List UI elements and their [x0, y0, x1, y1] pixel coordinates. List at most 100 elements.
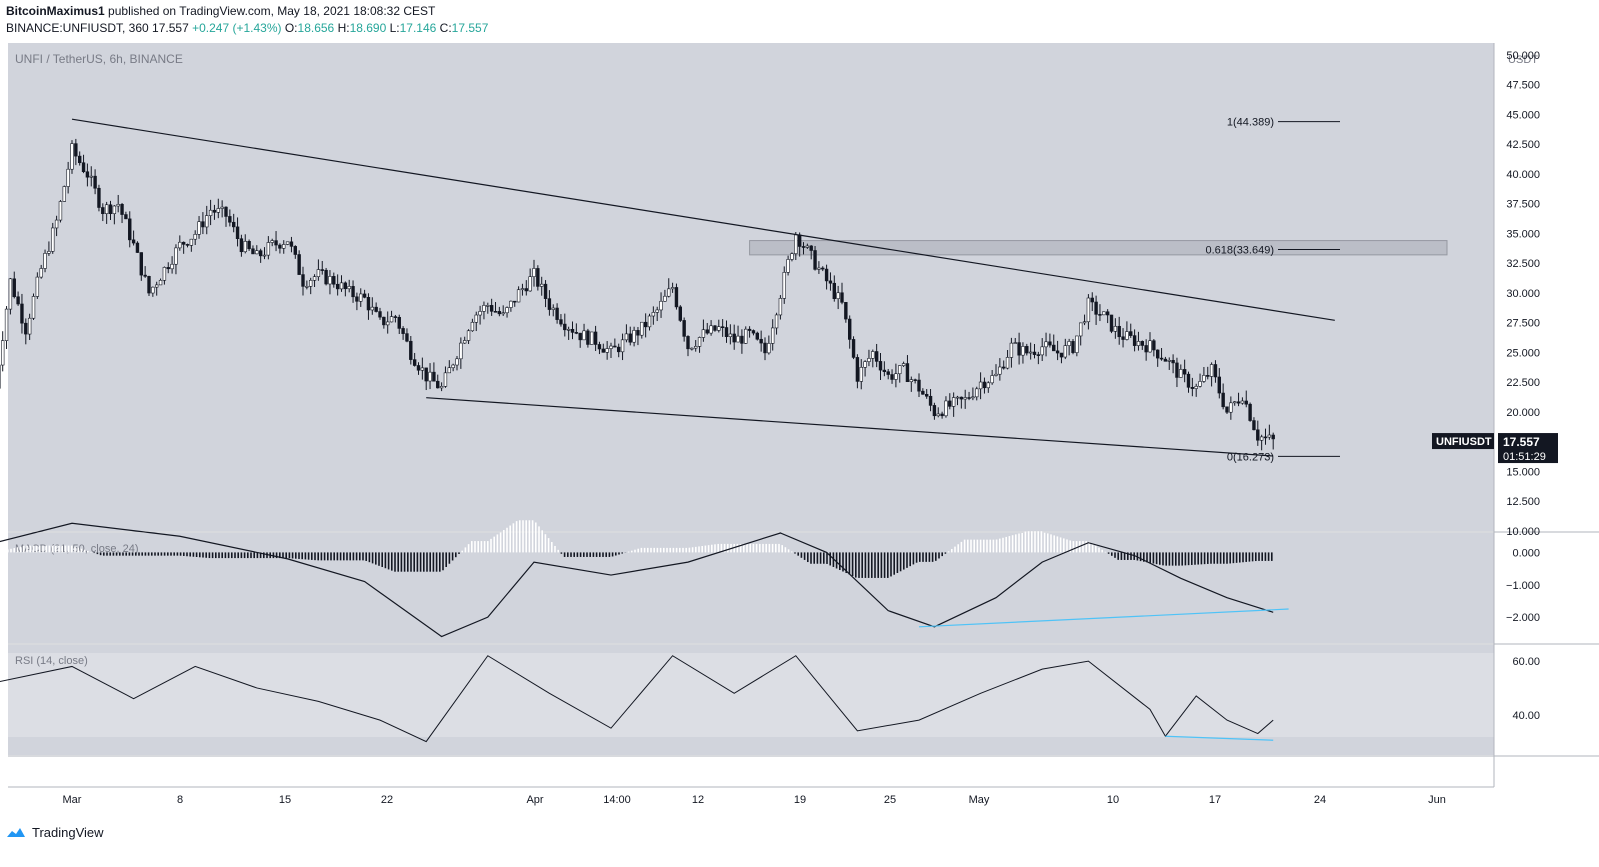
candle-body — [963, 397, 967, 400]
candle-body — [224, 206, 228, 217]
candle-body — [867, 358, 871, 362]
author-name[interactable]: BitcoinMaximus1 — [6, 4, 105, 18]
candle-body — [1206, 375, 1210, 377]
candle-body — [397, 316, 401, 329]
candle-body — [8, 278, 13, 310]
candle-body — [1117, 325, 1121, 338]
candle-body — [840, 292, 844, 303]
candle-body — [1067, 341, 1071, 346]
candle-body — [4, 308, 9, 341]
candle-body — [343, 282, 348, 290]
candle-body — [1040, 346, 1044, 356]
candle-body — [270, 240, 274, 243]
candle-body — [1256, 429, 1260, 441]
candle-body — [482, 305, 486, 312]
time-tick-label: 17 — [1209, 794, 1221, 806]
candle-body — [1132, 335, 1137, 346]
candle-body — [1167, 360, 1171, 362]
candle-body — [821, 267, 825, 270]
tradingview-logo-icon — [7, 828, 25, 837]
candle-body — [1094, 301, 1098, 315]
candle-body — [420, 367, 425, 371]
candle-body — [851, 339, 856, 358]
candle-body — [1240, 400, 1245, 404]
tradingview-brand[interactable]: TradingView — [32, 824, 104, 840]
published-text: published on TradingView.com, May 18, 20… — [108, 4, 436, 18]
candle-body — [232, 221, 236, 228]
candle-body — [770, 327, 775, 344]
candle-body — [624, 333, 629, 341]
candle-body — [1175, 362, 1179, 378]
candle-body — [890, 374, 894, 380]
candle-body — [116, 204, 120, 207]
candle-body — [455, 358, 459, 366]
candle-body — [35, 276, 40, 297]
candle-body — [1190, 387, 1195, 389]
candle-body — [501, 312, 505, 315]
candle-body — [462, 340, 467, 344]
fibonacci-levels[interactable]: 1(44.389) 0.618(33.649) 0(16.273) — [1206, 117, 1341, 464]
candle-body — [389, 316, 394, 323]
time-tick-label: 8 — [177, 794, 183, 806]
time-axis[interactable] — [8, 757, 1494, 787]
candle-body — [235, 226, 240, 240]
candle-body — [328, 276, 332, 285]
candle-body — [982, 381, 987, 389]
price-pane[interactable] — [8, 43, 1494, 531]
candle-body — [655, 309, 659, 313]
candle-body — [640, 321, 644, 336]
candle-body — [166, 267, 170, 270]
candle-body — [135, 242, 140, 253]
candle-body — [443, 372, 448, 387]
candle-body — [289, 241, 294, 247]
candle-body — [143, 274, 147, 277]
candle-body — [670, 287, 675, 290]
symbol-price-label-bg — [1432, 433, 1494, 450]
macd-indicator — [0, 520, 1274, 638]
close-value: 17.557 — [451, 21, 489, 35]
candle-body — [620, 339, 625, 353]
candle-body — [1005, 357, 1010, 369]
candle-body — [847, 318, 852, 340]
macd-divergence-line[interactable] — [918, 608, 1289, 628]
candle-body — [901, 363, 906, 366]
candle-body — [312, 276, 317, 281]
candle-body — [975, 388, 979, 398]
resistance-zone[interactable] — [749, 240, 1448, 256]
candle-body — [1248, 403, 1252, 421]
time-tick-label: 14:00 — [603, 794, 631, 806]
rsi-tick-label: 40.00 — [1512, 710, 1540, 722]
candle-body — [339, 282, 344, 290]
candle-body — [955, 396, 960, 399]
candle-body — [1263, 436, 1268, 439]
fib-level-label: 0.618(33.649) — [1206, 245, 1275, 257]
rsi-divergence-line[interactable] — [1165, 735, 1274, 741]
candle-body — [409, 340, 413, 360]
chart-canvas[interactable]: UNFI / TetherUS, 6h, BINANCE MACD (21, 5… — [0, 0, 1599, 820]
candle-body — [667, 288, 671, 297]
candle-body — [844, 302, 848, 320]
candle-body — [370, 306, 374, 311]
trendline-descending-resistance — [71, 118, 1335, 321]
price-axis[interactable]: 50.000 47.500 45.000 42.500 40.000 37.500 35.0… — [1506, 50, 1540, 538]
price-tick-label: 45.000 — [1506, 109, 1540, 121]
candle-body — [27, 317, 32, 335]
price-tick-label: 35.000 — [1506, 228, 1540, 240]
bar-countdown: 01:51:29 — [1503, 451, 1546, 463]
candle-body — [616, 346, 621, 353]
high-value: 18.690 — [349, 21, 387, 35]
candle-body — [990, 375, 994, 384]
candle-body — [1075, 335, 1079, 353]
candle-body — [1021, 346, 1025, 356]
price-change: +0.247 (+1.43%) — [192, 21, 282, 35]
rsi-label: RSI (14, close) — [15, 655, 88, 667]
time-tick-label: 15 — [279, 794, 291, 806]
candle-body — [944, 400, 948, 417]
candle-body — [112, 205, 117, 214]
candle-body — [513, 300, 517, 303]
trendlines[interactable] — [71, 118, 1335, 457]
candle-body — [405, 333, 409, 342]
time-tick-label: 12 — [692, 794, 704, 806]
candle-body — [1136, 341, 1141, 346]
candle-body — [871, 351, 875, 359]
